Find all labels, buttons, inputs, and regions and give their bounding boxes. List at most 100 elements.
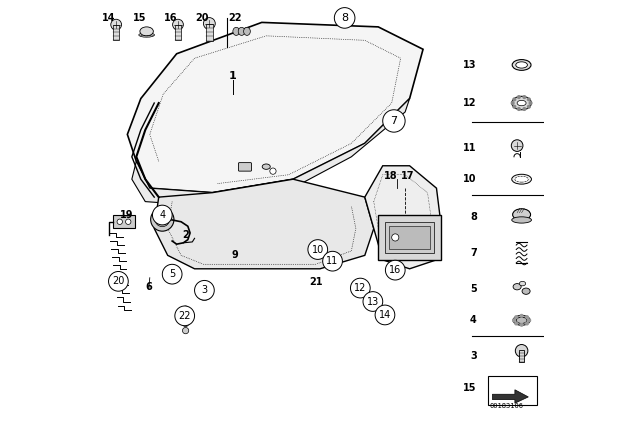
Circle shape bbox=[375, 305, 395, 325]
Text: 12: 12 bbox=[354, 283, 367, 293]
Text: 14: 14 bbox=[379, 310, 391, 320]
Text: 22: 22 bbox=[228, 13, 242, 23]
Circle shape bbox=[164, 267, 180, 284]
Text: 15: 15 bbox=[463, 383, 477, 392]
Circle shape bbox=[523, 108, 525, 110]
Text: 13: 13 bbox=[463, 60, 477, 70]
Polygon shape bbox=[127, 22, 423, 193]
Text: 5: 5 bbox=[169, 269, 175, 279]
Ellipse shape bbox=[233, 27, 239, 35]
Circle shape bbox=[518, 108, 520, 110]
Circle shape bbox=[525, 322, 529, 325]
Circle shape bbox=[392, 234, 399, 241]
Ellipse shape bbox=[512, 174, 531, 184]
Text: 14: 14 bbox=[102, 13, 115, 23]
Circle shape bbox=[511, 140, 523, 151]
Text: 8: 8 bbox=[341, 13, 348, 23]
Text: 4: 4 bbox=[470, 315, 477, 325]
Ellipse shape bbox=[238, 27, 245, 35]
Circle shape bbox=[182, 306, 189, 312]
Ellipse shape bbox=[512, 60, 531, 70]
Circle shape bbox=[523, 96, 525, 99]
Text: 12: 12 bbox=[463, 98, 477, 108]
Ellipse shape bbox=[516, 317, 527, 323]
Text: 22: 22 bbox=[179, 311, 191, 321]
Text: 5: 5 bbox=[470, 284, 477, 294]
Circle shape bbox=[175, 306, 195, 326]
Circle shape bbox=[520, 323, 523, 326]
Polygon shape bbox=[132, 99, 410, 206]
FancyBboxPatch shape bbox=[389, 226, 430, 249]
Circle shape bbox=[513, 319, 515, 322]
Text: 9: 9 bbox=[232, 250, 238, 260]
Circle shape bbox=[515, 322, 518, 325]
Text: 6: 6 bbox=[145, 282, 152, 292]
Ellipse shape bbox=[520, 281, 525, 286]
Circle shape bbox=[527, 98, 530, 101]
Text: 7: 7 bbox=[470, 248, 477, 258]
Text: 20: 20 bbox=[112, 276, 125, 286]
Circle shape bbox=[111, 19, 122, 30]
Circle shape bbox=[150, 208, 174, 231]
Text: 19: 19 bbox=[120, 210, 133, 220]
Circle shape bbox=[125, 219, 131, 224]
Circle shape bbox=[334, 8, 355, 28]
Text: 4: 4 bbox=[159, 210, 165, 220]
Text: 3: 3 bbox=[202, 285, 207, 295]
Text: 16: 16 bbox=[389, 265, 401, 275]
Circle shape bbox=[173, 19, 184, 30]
Text: 17: 17 bbox=[401, 171, 414, 181]
Polygon shape bbox=[493, 390, 529, 403]
Circle shape bbox=[518, 96, 520, 99]
FancyBboxPatch shape bbox=[488, 376, 538, 405]
Text: 10: 10 bbox=[463, 174, 477, 184]
Ellipse shape bbox=[262, 164, 270, 169]
Circle shape bbox=[515, 345, 528, 357]
Ellipse shape bbox=[139, 33, 154, 37]
Polygon shape bbox=[365, 166, 441, 269]
Circle shape bbox=[363, 292, 383, 311]
Circle shape bbox=[525, 316, 529, 319]
Text: 11: 11 bbox=[463, 143, 477, 153]
Ellipse shape bbox=[513, 284, 521, 290]
Polygon shape bbox=[154, 179, 374, 269]
Circle shape bbox=[109, 271, 128, 291]
Bar bbox=[175, 25, 181, 40]
Ellipse shape bbox=[522, 288, 530, 294]
Circle shape bbox=[515, 316, 518, 319]
Text: 1: 1 bbox=[228, 71, 237, 81]
FancyBboxPatch shape bbox=[113, 215, 134, 228]
Circle shape bbox=[182, 327, 189, 334]
Circle shape bbox=[385, 260, 405, 280]
Circle shape bbox=[152, 205, 172, 225]
Circle shape bbox=[513, 98, 516, 101]
Text: 11: 11 bbox=[326, 256, 339, 266]
Ellipse shape bbox=[516, 62, 527, 68]
Ellipse shape bbox=[513, 209, 531, 220]
Circle shape bbox=[308, 240, 328, 259]
Circle shape bbox=[527, 105, 530, 108]
Text: 16: 16 bbox=[164, 13, 177, 23]
Ellipse shape bbox=[517, 100, 526, 106]
Ellipse shape bbox=[244, 27, 250, 35]
Ellipse shape bbox=[512, 96, 531, 110]
Bar bbox=[159, 215, 166, 224]
Circle shape bbox=[323, 251, 342, 271]
FancyBboxPatch shape bbox=[378, 215, 441, 260]
Text: 13: 13 bbox=[367, 297, 379, 306]
Text: 2: 2 bbox=[182, 230, 189, 240]
Text: 8: 8 bbox=[470, 212, 477, 222]
Circle shape bbox=[163, 264, 182, 284]
Ellipse shape bbox=[515, 177, 529, 182]
Text: 3: 3 bbox=[470, 351, 477, 361]
Text: 15: 15 bbox=[132, 13, 146, 23]
FancyBboxPatch shape bbox=[385, 222, 435, 253]
Circle shape bbox=[513, 105, 516, 108]
Text: 21: 21 bbox=[308, 277, 323, 287]
Circle shape bbox=[117, 219, 122, 224]
Circle shape bbox=[511, 102, 514, 104]
Circle shape bbox=[520, 314, 523, 317]
Text: 00183106: 00183106 bbox=[490, 403, 524, 409]
Text: 18: 18 bbox=[384, 171, 397, 181]
Ellipse shape bbox=[513, 315, 530, 325]
